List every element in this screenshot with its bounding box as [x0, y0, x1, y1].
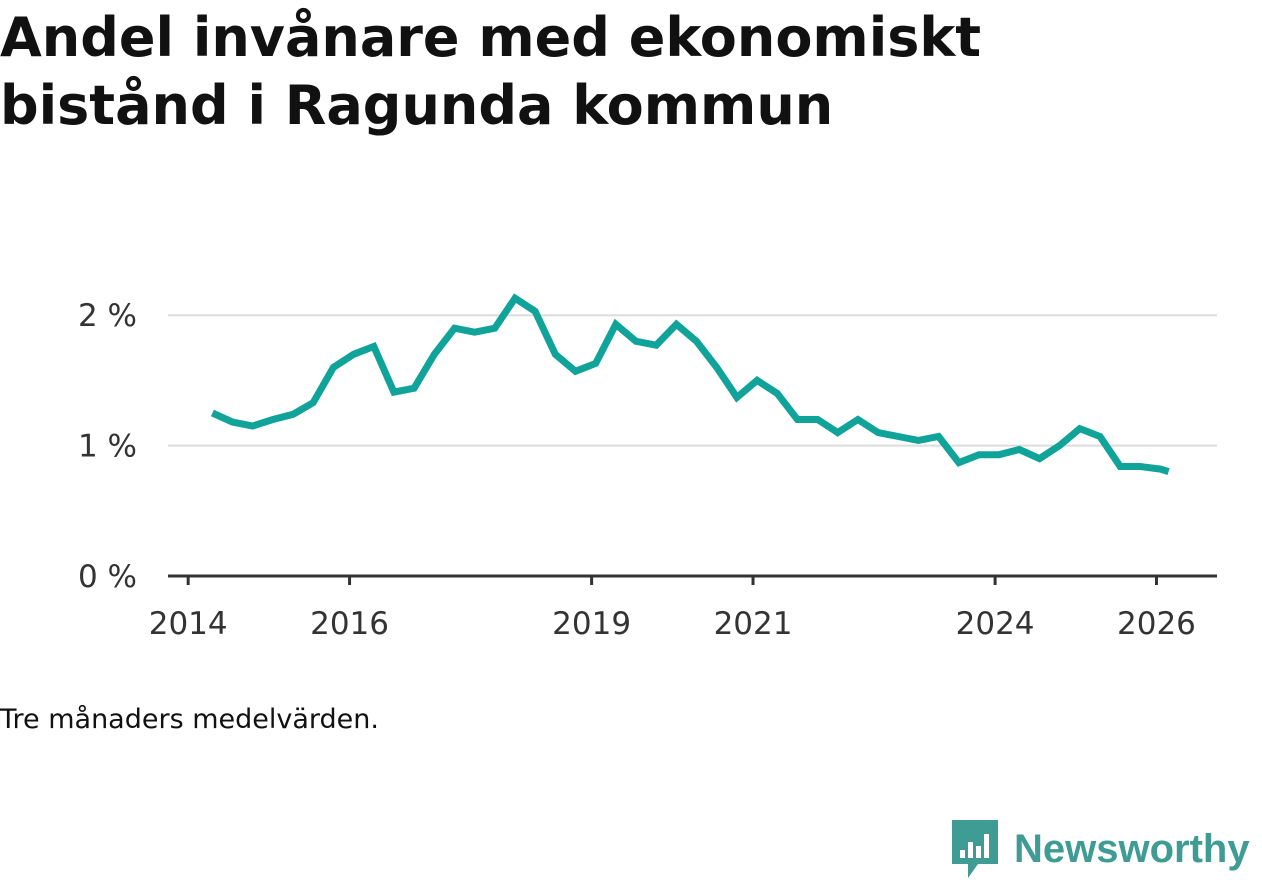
y-axis: 0 % 1 % 2 %	[78, 298, 137, 595]
x-tick-label: 2026	[1117, 606, 1196, 642]
y-tick-label: 0 %	[78, 559, 137, 595]
x-tick-label: 2016	[310, 606, 389, 642]
y-tick-label: 2 %	[78, 298, 137, 334]
x-tick-label: 2024	[956, 606, 1035, 642]
x-tick-label: 2021	[714, 606, 793, 642]
x-tick-label: 2019	[552, 606, 631, 642]
newsworthy-logo-icon	[950, 818, 1000, 880]
line-chart: 0 % 1 % 2 % 2014 2016 2019 2021 2024 2026	[0, 0, 1262, 700]
brand-name: Newsworthy	[1014, 827, 1250, 872]
x-tick-label: 2014	[149, 606, 228, 642]
y-tick-label: 1 %	[78, 429, 137, 465]
x-axis: 2014 2016 2019 2021 2024 2026	[149, 576, 1217, 642]
footnote: Tre månaders medelvärden.	[0, 704, 379, 735]
brand[interactable]: Newsworthy	[950, 818, 1250, 880]
